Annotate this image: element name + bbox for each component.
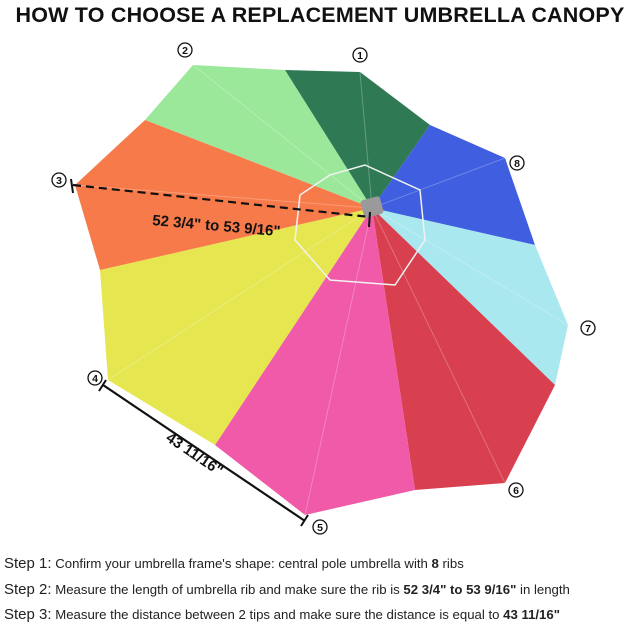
rib-length-dashed-line bbox=[72, 183, 371, 219]
tip-number: 4 bbox=[92, 373, 98, 385]
canopy-panel-pink bbox=[215, 208, 415, 515]
tip-number: 1 bbox=[357, 50, 363, 62]
tip-label-4: 4 bbox=[87, 370, 103, 386]
canopy-panel-cyan bbox=[372, 208, 568, 385]
tip-label-2: 2 bbox=[177, 42, 193, 58]
page-title: HOW TO CHOOSE A REPLACEMENT UMBRELLA CAN… bbox=[15, 3, 625, 27]
tip-label-7: 7 bbox=[580, 320, 596, 336]
canopy-panel-blue bbox=[372, 125, 535, 245]
step-3: Step 3: Measure the distance between 2 t… bbox=[4, 606, 560, 623]
tip-label-1: 1 bbox=[352, 47, 368, 63]
tip-number: 8 bbox=[514, 158, 520, 170]
tip-label-8: 8 bbox=[509, 155, 525, 171]
canopy-panel-orange bbox=[75, 120, 372, 270]
canopy-panel-yellow bbox=[100, 208, 372, 445]
tip-distance-line bbox=[102, 384, 306, 522]
tip-label-6: 6 bbox=[508, 482, 524, 498]
center-hub bbox=[360, 196, 384, 218]
tip-label-3: 3 bbox=[51, 172, 67, 188]
tip-label-5: 5 bbox=[312, 519, 328, 535]
canopy-panel-red bbox=[372, 208, 555, 490]
rib bbox=[371, 207, 506, 484]
rib bbox=[371, 157, 506, 209]
tip-number: 7 bbox=[585, 323, 591, 335]
rib bbox=[371, 207, 569, 326]
tip-number: 6 bbox=[513, 485, 519, 497]
canopy-panel-light-green bbox=[145, 65, 372, 208]
step-2: Step 2: Measure the length of umbrella r… bbox=[4, 581, 570, 598]
rib bbox=[192, 64, 373, 209]
rib bbox=[74, 184, 373, 209]
rib bbox=[304, 207, 373, 516]
tip-number: 5 bbox=[317, 522, 323, 534]
canopy-panel-dark-green bbox=[285, 70, 430, 208]
tip-number: 2 bbox=[182, 45, 188, 57]
rib bbox=[359, 71, 373, 209]
rib bbox=[107, 207, 373, 381]
tip-number: 3 bbox=[56, 175, 62, 187]
step-1: Step 1: Confirm your umbrella frame's sh… bbox=[4, 555, 464, 572]
